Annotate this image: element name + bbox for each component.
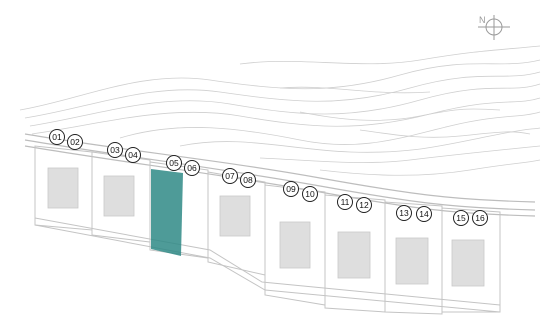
svg-text:10: 10 [305, 189, 315, 199]
svg-text:02: 02 [70, 137, 80, 147]
unit-label[interactable]: 15 [453, 210, 469, 226]
unit-label[interactable]: 01 [49, 129, 65, 145]
svg-text:05: 05 [169, 158, 179, 168]
unit-label[interactable]: 05 [166, 155, 182, 171]
svg-text:13: 13 [399, 208, 409, 218]
unit-label[interactable]: 06 [184, 160, 200, 176]
unit-label[interactable]: 10 [302, 186, 318, 202]
unit-label[interactable]: 04 [125, 147, 141, 163]
svg-text:04: 04 [128, 150, 138, 160]
unit-label[interactable]: 12 [356, 197, 372, 213]
terrain-contours [19, 45, 541, 176]
svg-text:14: 14 [419, 209, 429, 219]
svg-text:07: 07 [225, 171, 235, 181]
compass-label: N [479, 15, 486, 25]
unit-label[interactable]: 02 [67, 134, 83, 150]
unit-label[interactable]: 03 [107, 142, 123, 158]
svg-text:08: 08 [243, 175, 253, 185]
unit-label[interactable]: 09 [283, 181, 299, 197]
unit-label[interactable]: 13 [396, 205, 412, 221]
road [24, 133, 536, 217]
unit-label[interactable]: 08 [240, 172, 256, 188]
unit-label[interactable]: 16 [472, 210, 488, 226]
svg-text:03: 03 [110, 145, 120, 155]
svg-text:06: 06 [187, 163, 197, 173]
unit-label[interactable]: 11 [337, 194, 353, 210]
north-arrow-icon: N [478, 15, 510, 40]
housing-blocks [34, 145, 501, 315]
unit-label[interactable]: 07 [222, 168, 238, 184]
svg-text:12: 12 [359, 200, 369, 210]
highlighted-unit[interactable] [151, 169, 183, 256]
unit-label[interactable]: 14 [416, 206, 432, 222]
svg-text:15: 15 [456, 213, 466, 223]
svg-text:11: 11 [341, 197, 350, 207]
svg-text:01: 01 [52, 132, 62, 142]
svg-text:09: 09 [286, 184, 296, 194]
unit-labels: 01 02 03 04 05 06 07 08 09 10 11 12 13 1… [49, 129, 488, 226]
svg-text:16: 16 [475, 213, 485, 223]
